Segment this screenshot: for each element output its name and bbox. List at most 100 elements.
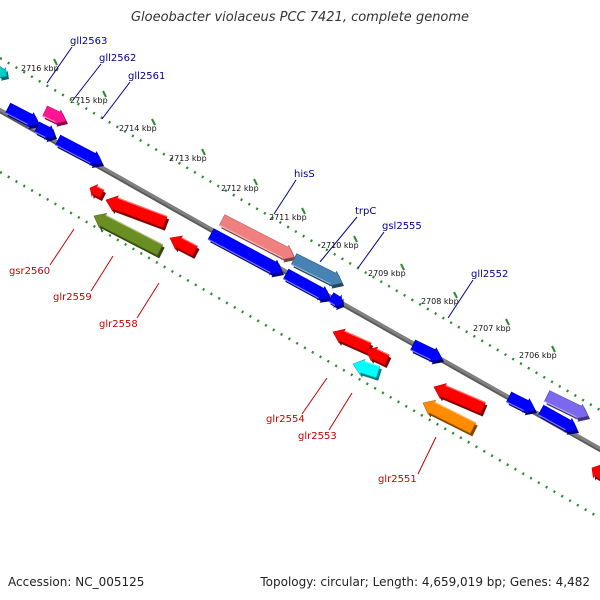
tick-tracks — [0, 56, 600, 520]
gene-label-glr2551: glr2551 — [378, 474, 417, 485]
kbp-label: 2712 kbp — [221, 184, 259, 193]
gene-arrow-gll2552 — [410, 339, 444, 365]
gene-arrow-face — [365, 346, 390, 366]
gene-arrow-face — [42, 105, 67, 125]
major-tick — [102, 90, 107, 98]
kbp-label: 2713 kbp — [169, 154, 207, 163]
leader-hisS — [273, 179, 297, 215]
gene-arrow-face — [506, 391, 536, 413]
gene-arrow-highlight — [117, 197, 168, 217]
gene-arrow-fwd-edge2 — [537, 404, 579, 435]
gene-arrow-face — [105, 195, 168, 229]
gene-arrow-glr2559 — [105, 195, 170, 231]
gene-label-glr2554: glr2554 — [266, 414, 305, 425]
gene-arrow-glr2551 — [422, 399, 478, 437]
gene-label-gll2563: gll2563 — [70, 36, 107, 47]
major-tick — [301, 207, 306, 215]
gene-arrow-hissS — [218, 214, 296, 263]
major-tick — [253, 178, 258, 186]
leader-gll2561 — [101, 81, 131, 120]
gene-arrow-fwd-edge — [506, 391, 537, 416]
gene-arrow-glr2558 — [93, 213, 165, 259]
kbp-label: 2711 kbp — [269, 213, 307, 222]
kbp-label: 2715 kbp — [70, 96, 108, 105]
leader-gll2563 — [46, 46, 73, 84]
gene-label-gll2562: gll2562 — [99, 53, 136, 64]
major-tick — [400, 263, 405, 271]
labels: 2716 kbp 2715 kbp 2714 kbp 2713 kbp 2712 kbp… — [9, 36, 557, 485]
kbp-label: 2708 kbp — [421, 297, 459, 306]
gene-arrow-gll2561 — [55, 134, 104, 169]
major-tick — [453, 291, 458, 299]
gene-arrow-trpC — [290, 253, 344, 289]
gene-arrow-highlight — [544, 400, 577, 418]
gene-arrow-gll2563 — [42, 105, 68, 127]
gene-arrow-face — [218, 214, 295, 260]
gene-arrow-highlight — [291, 263, 331, 285]
gene-arrow-glr2554b — [365, 346, 392, 368]
gene-arrow-highlight — [434, 401, 476, 424]
gene-arrow-edge — [0, 66, 9, 81]
major-tick — [353, 235, 358, 243]
gene-arrow-violet — [543, 390, 590, 422]
leader-gll2562 — [72, 63, 102, 101]
gene-arrow-highlight — [538, 414, 566, 431]
major-tick — [151, 118, 156, 126]
kbp-label: 2716 kbp — [21, 64, 59, 73]
gene-label-gsr2560: gsr2560 — [9, 266, 50, 277]
gene-arrow-face — [591, 464, 600, 480]
gene-arrow-glr2554 — [332, 328, 374, 357]
leader-glr2554 — [301, 377, 328, 415]
gene-arrow-gll2562b — [34, 121, 57, 143]
gene-label-glr2559: glr2559 — [53, 292, 92, 303]
map-title: Gloeobacter violaceus PCC 7421, complete… — [130, 10, 470, 25]
gene-arrow-highlight — [218, 224, 283, 259]
gene-label-trpC: trpC — [355, 206, 376, 217]
gene-label-gll2561: gll2561 — [128, 71, 165, 82]
major-tick — [201, 148, 206, 156]
gene-arrow-face — [543, 390, 589, 420]
leader-gll2552 — [447, 279, 474, 319]
gene-label-glr2558: glr2558 — [99, 319, 138, 330]
gene-arrow-highlight — [55, 144, 91, 164]
gene-arrow-highlight — [181, 237, 198, 247]
gene-arrow-highlight — [506, 401, 524, 411]
major-tick — [53, 58, 58, 66]
gene-arrow-face — [0, 66, 8, 78]
gene-arrow-face — [93, 213, 164, 256]
gene-arrow-gsl2555 — [282, 268, 332, 303]
kbp-label: 2706 kbp — [519, 351, 557, 360]
gene-arrow-gsl2555b — [327, 292, 344, 311]
gene-label-gll2552: gll2552 — [471, 269, 508, 280]
kbp-label: 2709 kbp — [368, 269, 406, 278]
gene-arrow-rev-edge — [591, 464, 600, 482]
gene-label-hisS: hisS — [294, 169, 315, 180]
leader-gsr2560 — [49, 228, 75, 266]
accession-text: Accession: NC_005125 — [8, 575, 145, 589]
gene-arrow-face — [332, 328, 372, 354]
gene-arrow-highlight — [5, 112, 28, 125]
lower-tick-track — [0, 170, 600, 520]
gene-arrow-highlight — [105, 214, 164, 246]
gene-arrow-glr2551-upper — [433, 383, 488, 417]
gene-arrow-highlight — [34, 131, 46, 138]
leader-glr2558 — [136, 282, 160, 319]
gene-arrow-highlight — [283, 278, 319, 299]
genome-summary-text: Topology: circular; Length: 4,659,019 bp… — [260, 575, 590, 589]
gene-arrow-glr2553 — [352, 358, 382, 381]
label-leader-lines — [46, 46, 474, 475]
leader-gsl2555 — [357, 231, 385, 269]
gene-arrow-face — [34, 121, 56, 140]
upper-tick-track — [0, 56, 600, 412]
gene-arrow-gsr2560 — [89, 183, 107, 202]
kbp-label: 2714 kbp — [119, 124, 157, 133]
kbp-label: 2710 kbp — [321, 241, 359, 250]
gene-arrow-highlight — [410, 349, 431, 361]
gene-arrow-highlight — [207, 238, 271, 274]
gene-arrow-highlight — [42, 115, 56, 123]
gene-arrow-highlight — [376, 348, 390, 356]
gene-features — [0, 66, 600, 482]
leader-glr2551 — [417, 436, 437, 475]
gene-arrow-face — [537, 404, 578, 433]
